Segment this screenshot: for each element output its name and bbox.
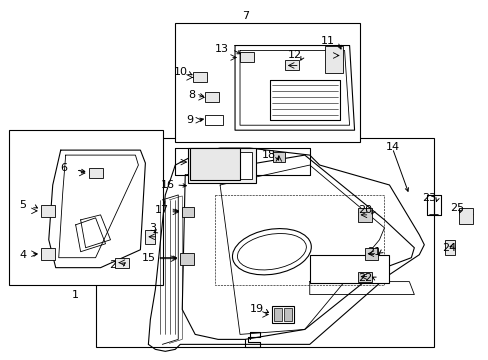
Bar xyxy=(192,152,251,179)
Bar xyxy=(309,255,388,283)
Text: 21: 21 xyxy=(366,247,381,257)
Bar xyxy=(271,306,293,323)
Text: 3: 3 xyxy=(148,223,156,233)
Text: 2: 2 xyxy=(109,260,116,270)
Text: 11: 11 xyxy=(320,36,334,46)
Text: 6: 6 xyxy=(60,163,67,173)
Text: 20: 20 xyxy=(358,205,372,215)
Bar xyxy=(240,53,253,62)
Text: 15: 15 xyxy=(141,253,155,263)
Text: 8: 8 xyxy=(188,90,195,100)
Bar xyxy=(193,72,207,82)
Text: 23: 23 xyxy=(421,193,435,203)
Text: 9: 9 xyxy=(186,115,193,125)
Bar xyxy=(285,60,298,71)
Text: 1: 1 xyxy=(72,289,79,300)
Bar xyxy=(145,230,155,244)
Bar xyxy=(115,258,129,268)
Bar xyxy=(357,272,371,282)
Bar xyxy=(205,92,219,102)
Bar xyxy=(188,148,255,183)
Text: 10: 10 xyxy=(174,67,188,77)
Bar xyxy=(190,148,240,180)
Bar xyxy=(175,23,359,142)
Text: 17: 17 xyxy=(155,205,169,215)
Bar xyxy=(182,207,194,217)
Ellipse shape xyxy=(232,229,311,275)
Bar xyxy=(41,205,55,217)
Text: 12: 12 xyxy=(287,50,301,60)
Text: 13: 13 xyxy=(215,44,228,54)
Bar xyxy=(180,253,194,265)
Bar xyxy=(357,208,371,222)
Bar xyxy=(283,307,291,321)
Bar xyxy=(9,130,163,285)
Bar xyxy=(458,208,472,224)
Text: 18: 18 xyxy=(261,150,275,160)
Text: 4: 4 xyxy=(19,250,26,260)
Bar xyxy=(205,115,223,125)
Bar xyxy=(364,248,378,260)
Bar xyxy=(272,152,285,162)
Bar xyxy=(95,138,433,347)
Bar xyxy=(444,240,454,255)
Bar xyxy=(324,45,342,73)
Text: 14: 14 xyxy=(385,142,399,152)
Ellipse shape xyxy=(237,234,306,270)
Bar xyxy=(273,307,281,321)
Text: 22: 22 xyxy=(358,273,372,283)
Text: 25: 25 xyxy=(449,203,463,213)
Bar xyxy=(88,168,102,178)
Text: 24: 24 xyxy=(441,243,455,253)
Bar xyxy=(41,248,55,260)
Text: 7: 7 xyxy=(242,11,249,21)
Text: 16: 16 xyxy=(161,180,175,190)
Text: 19: 19 xyxy=(249,305,264,315)
Text: 5: 5 xyxy=(20,200,26,210)
